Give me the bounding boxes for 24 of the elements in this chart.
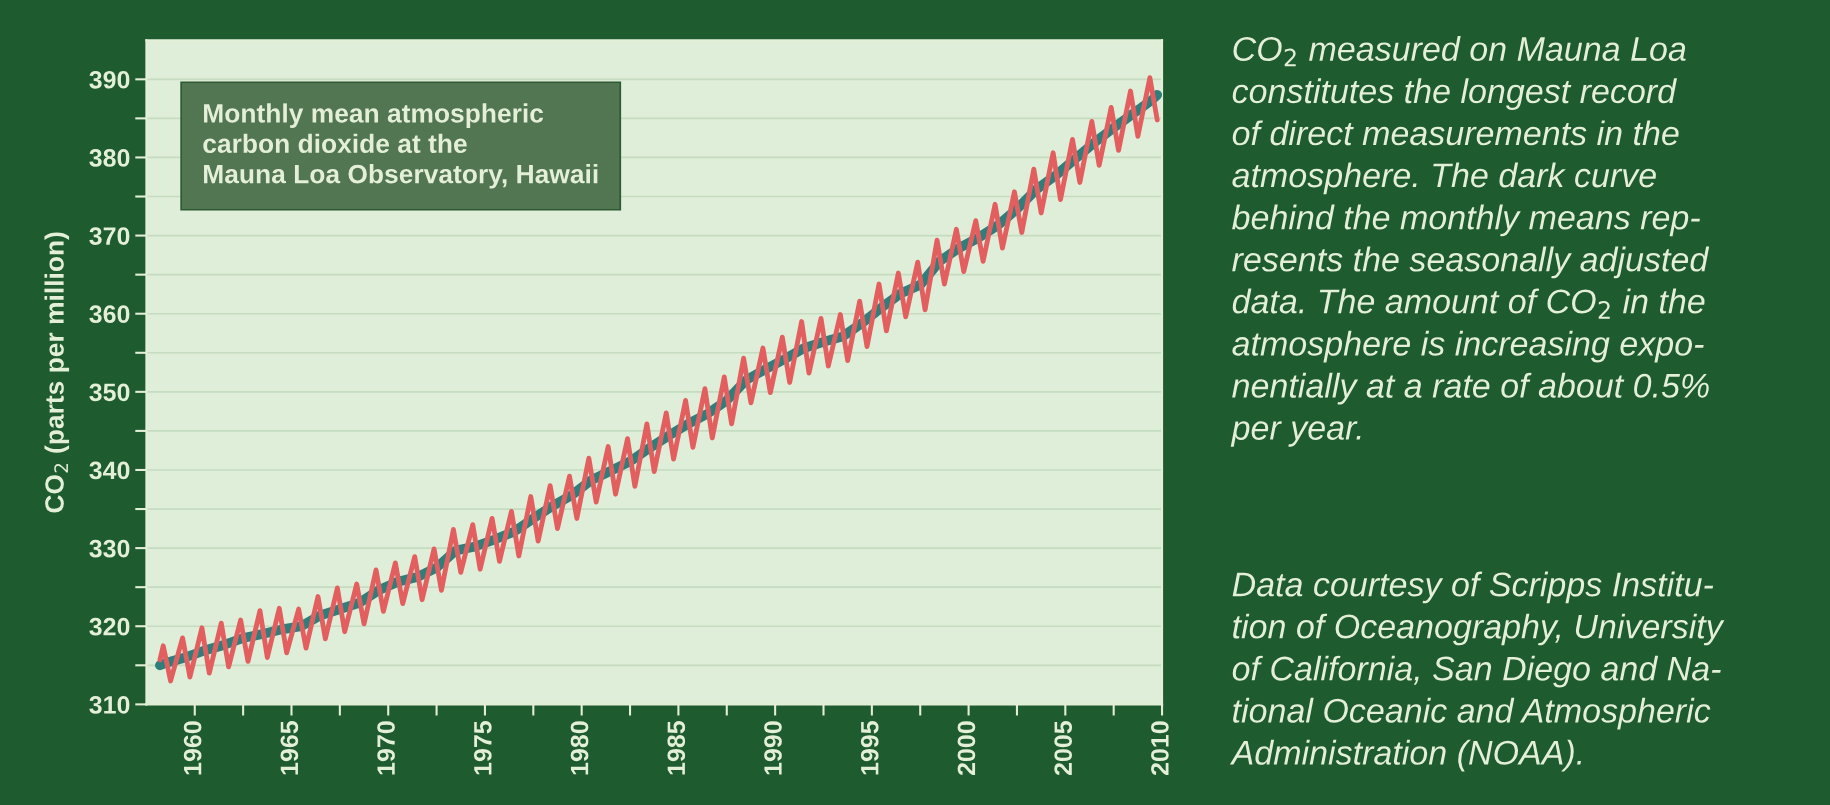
x-tick-label: 1965 bbox=[280, 721, 299, 775]
text: Monthly mean atmospheric carbon dioxide at the Mauna Loa Observatory, Hawaii bbox=[203, 103, 598, 189]
x-tick-label: 2000 bbox=[957, 721, 976, 776]
x-tick-label: 2005 bbox=[1054, 721, 1073, 776]
x-tick-label: 1960 bbox=[183, 721, 202, 775]
y-tick-label: 380 bbox=[89, 149, 130, 167]
x-tick-label: 1975 bbox=[473, 721, 492, 775]
x-tick-label: 1985 bbox=[667, 721, 686, 775]
y-tick-label: 310 bbox=[89, 695, 130, 714]
y-tick-label: 320 bbox=[89, 617, 130, 636]
y-tick-label: 340 bbox=[89, 461, 130, 480]
text: Data courtesy of Scripps Institu- tion of Oceanography, University of California, San Diego and Na- tional Oceanic and Atmospheric Administration (NOAA). bbox=[1229, 571, 1725, 772]
x-tick-label: 1995 bbox=[860, 721, 879, 775]
y-axis-title: CO$_{2}$ (parts per million) bbox=[44, 232, 70, 513]
x-tick-label: 1990 bbox=[764, 721, 782, 775]
x-tick-label: 1980 bbox=[570, 721, 589, 775]
y-tick-label: 390 bbox=[89, 70, 130, 89]
x-tick-label: 2010 bbox=[1151, 721, 1169, 776]
y-tick-label: 350 bbox=[89, 383, 130, 402]
x-tick-label: 1970 bbox=[377, 721, 395, 775]
y-tick-label: 330 bbox=[89, 539, 130, 558]
y-tick-label: 370 bbox=[89, 227, 130, 245]
text: CO$_{2}$ measured on Mauna Loa constitutes the longest record of direct measurements in the atmosphere. The dark curve behind the monthly means rep- resents the seasonally adjusted data. The amount of CO$_{2}$ in the atmosphere is increasing expo- nentially at a rate of about 0.5% per year. bbox=[1230, 36, 1710, 447]
y-tick-label: 360 bbox=[89, 305, 130, 324]
